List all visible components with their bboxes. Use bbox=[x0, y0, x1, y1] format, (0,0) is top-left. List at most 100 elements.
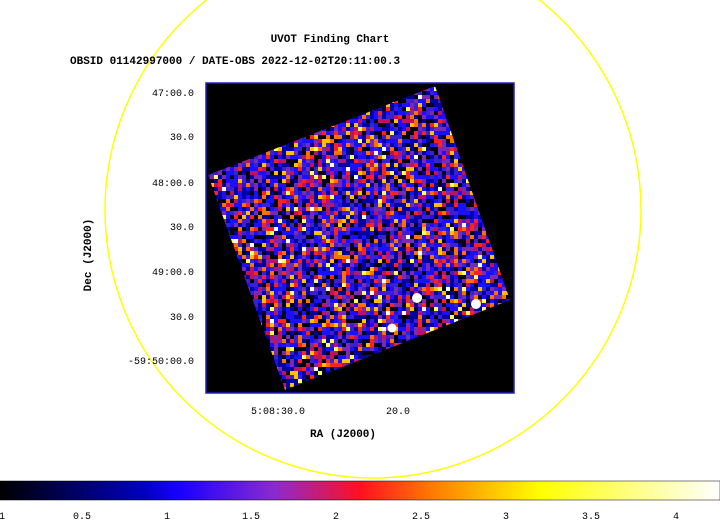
pixel bbox=[366, 351, 370, 355]
pixel bbox=[366, 195, 370, 199]
pixel bbox=[262, 203, 266, 207]
pixel bbox=[298, 211, 302, 215]
pixel bbox=[286, 247, 290, 251]
pixel bbox=[286, 171, 290, 175]
pixel bbox=[438, 151, 442, 155]
pixel bbox=[246, 159, 250, 163]
pixel bbox=[318, 151, 322, 155]
pixel bbox=[322, 351, 326, 355]
pixel bbox=[242, 195, 246, 199]
pixel bbox=[422, 235, 426, 239]
pixel bbox=[374, 219, 378, 223]
pixel bbox=[254, 251, 258, 255]
pixel bbox=[278, 187, 282, 191]
pixel bbox=[398, 303, 402, 307]
pixel bbox=[358, 291, 362, 295]
pixel bbox=[350, 151, 354, 155]
pixel bbox=[282, 215, 286, 219]
pixel bbox=[350, 179, 354, 183]
pixel bbox=[306, 203, 310, 207]
pixel bbox=[222, 171, 226, 175]
pixel bbox=[342, 231, 346, 235]
pixel bbox=[298, 307, 302, 311]
pixel bbox=[454, 163, 458, 167]
pixel bbox=[358, 259, 362, 263]
pixel bbox=[458, 247, 462, 251]
pixel bbox=[302, 155, 306, 159]
pixel bbox=[390, 191, 394, 195]
pixel bbox=[418, 247, 422, 251]
pixel bbox=[370, 271, 374, 275]
pixel bbox=[330, 351, 334, 355]
pixel bbox=[418, 327, 422, 331]
pixel bbox=[350, 243, 354, 247]
pixel bbox=[266, 215, 270, 219]
pixel bbox=[430, 107, 434, 111]
pixel bbox=[366, 331, 370, 335]
pixel bbox=[270, 239, 274, 243]
pixel bbox=[362, 283, 366, 287]
pixel bbox=[374, 275, 378, 279]
pixel bbox=[434, 171, 438, 175]
pixel bbox=[362, 155, 366, 159]
pixel bbox=[410, 151, 414, 155]
pixel bbox=[422, 247, 426, 251]
pixel bbox=[298, 343, 302, 347]
pixel bbox=[338, 175, 342, 179]
pixel bbox=[250, 219, 254, 223]
pixel bbox=[410, 255, 414, 259]
pixel bbox=[286, 251, 290, 255]
pixel bbox=[306, 151, 310, 155]
pixel bbox=[282, 383, 286, 387]
pixel bbox=[314, 199, 318, 203]
pixel bbox=[414, 267, 418, 271]
pixel bbox=[290, 207, 294, 211]
pixel bbox=[354, 251, 358, 255]
pixel bbox=[226, 215, 230, 219]
pixel bbox=[406, 295, 410, 299]
pixel bbox=[410, 115, 414, 119]
pixel bbox=[382, 327, 386, 331]
pixel bbox=[398, 235, 402, 239]
pixel bbox=[362, 195, 366, 199]
pixel bbox=[326, 131, 330, 135]
pixel bbox=[346, 235, 350, 239]
pixel bbox=[294, 191, 298, 195]
pixel bbox=[414, 227, 418, 231]
pixel bbox=[318, 355, 322, 359]
pixel bbox=[338, 279, 342, 283]
pixel bbox=[266, 231, 270, 235]
pixel bbox=[398, 135, 402, 139]
pixel bbox=[286, 295, 290, 299]
pixel bbox=[386, 111, 390, 115]
pixel bbox=[442, 175, 446, 179]
pixel bbox=[330, 223, 334, 227]
pixel bbox=[362, 211, 366, 215]
pixel bbox=[334, 255, 338, 259]
pixel bbox=[410, 163, 414, 167]
pixel bbox=[334, 291, 338, 295]
pixel bbox=[366, 247, 370, 251]
pixel bbox=[342, 183, 346, 187]
pixel bbox=[274, 299, 278, 303]
pixel bbox=[286, 371, 290, 375]
pixel bbox=[374, 323, 378, 327]
pixel bbox=[418, 287, 422, 291]
pixel bbox=[394, 147, 398, 151]
pixel bbox=[398, 147, 402, 151]
pixel bbox=[398, 319, 402, 323]
pixel bbox=[314, 331, 318, 335]
pixel bbox=[318, 319, 322, 323]
pixel bbox=[330, 311, 334, 315]
pixel bbox=[314, 179, 318, 183]
pixel bbox=[342, 199, 346, 203]
pixel bbox=[414, 175, 418, 179]
pixel bbox=[390, 143, 394, 147]
pixel bbox=[430, 223, 434, 227]
pixel bbox=[418, 107, 422, 111]
pixel bbox=[450, 147, 454, 151]
pixel bbox=[410, 119, 414, 123]
pixel bbox=[298, 323, 302, 327]
pixel bbox=[394, 219, 398, 223]
pixel bbox=[354, 279, 358, 283]
